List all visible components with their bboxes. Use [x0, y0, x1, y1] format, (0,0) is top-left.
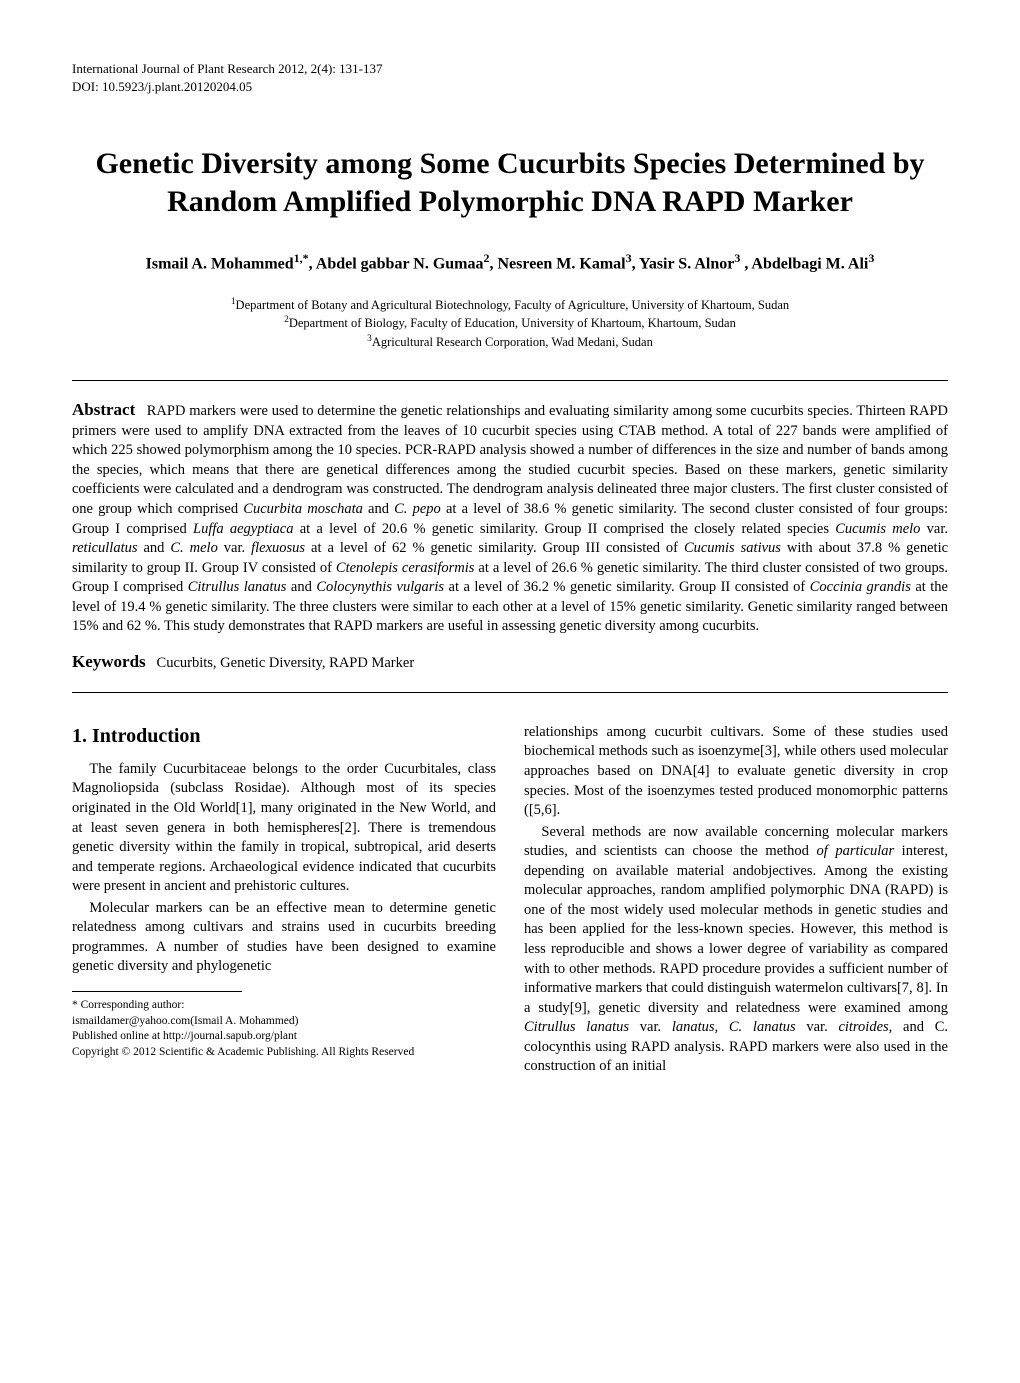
body-columns: 1. Introduction The family Cucurbitaceae… [72, 723, 948, 1077]
journal-name: International Journal of Plant Research … [72, 60, 948, 78]
affiliations-block: 1Department of Botany and Agricultural B… [72, 296, 948, 352]
abstract-block: Abstract RAPD markers were used to deter… [72, 399, 948, 637]
footnote-block: * Corresponding author: ismaildamer@yaho… [72, 991, 496, 1060]
rule-bottom [72, 692, 948, 693]
section-1-heading: 1. Introduction [72, 723, 496, 750]
abstract-text: RAPD markers were used to determine the … [72, 403, 948, 635]
footnote-corresponding: * Corresponding author: [72, 998, 496, 1014]
keywords-label: Keywords [72, 652, 146, 671]
intro-para-1: The family Cucurbitaceae belongs to the … [72, 760, 496, 897]
intro-para-2: Molecular markers can be an effective me… [72, 899, 496, 977]
affiliation-1: 1Department of Botany and Agricultural B… [72, 296, 948, 315]
abstract-label: Abstract [72, 400, 135, 419]
intro-para-4: Several methods are now available concer… [524, 823, 948, 1077]
keywords-text: Cucurbits, Genetic Diversity, RAPD Marke… [157, 655, 415, 671]
journal-header: International Journal of Plant Research … [72, 60, 948, 95]
journal-doi: DOI: 10.5923/j.plant.20120204.05 [72, 78, 948, 96]
intro-para-3: relationships among cucurbit cultivars. … [524, 723, 948, 821]
footnote-copyright: Copyright © 2012 Scientific & Academic P… [72, 1045, 496, 1061]
keywords-block: Keywords Cucurbits, Genetic Diversity, R… [72, 651, 948, 674]
paper-title: Genetic Diversity among Some Cucurbits S… [92, 145, 928, 220]
footnote-email: ismaildamer@yahoo.com(Ismail A. Mohammed… [72, 1014, 496, 1030]
footnote-published: Published online at http://journal.sapub… [72, 1029, 496, 1045]
authors-line: Ismail A. Mohammed1,*, Abdel gabbar N. G… [112, 250, 908, 276]
rule-top [72, 380, 948, 381]
affiliation-2: 2Department of Biology, Faculty of Educa… [72, 314, 948, 333]
footnote-separator [72, 991, 242, 992]
affiliation-3: 3Agricultural Research Corporation, Wad … [72, 333, 948, 352]
